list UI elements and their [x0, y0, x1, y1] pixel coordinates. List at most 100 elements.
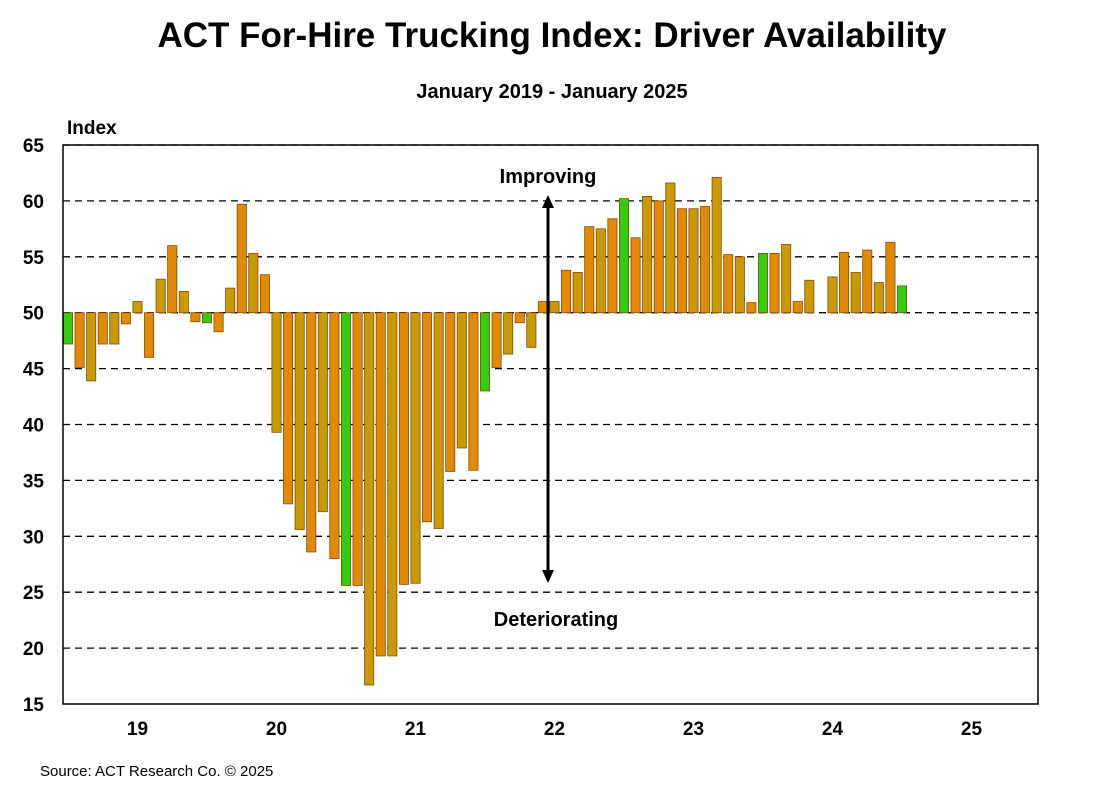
bar [619, 198, 630, 314]
bar [225, 287, 236, 314]
bar [746, 302, 757, 314]
bar [549, 301, 560, 314]
bar [584, 226, 595, 314]
bar [873, 282, 884, 314]
bar [711, 177, 722, 314]
bar [468, 312, 479, 471]
bar [642, 196, 653, 314]
y-tick-label: 35 [23, 471, 45, 492]
y-tick-label: 25 [23, 583, 45, 604]
bar [213, 312, 224, 333]
y-tick-label: 30 [23, 527, 44, 548]
bar [86, 312, 97, 382]
y-tick-label: 20 [23, 639, 44, 660]
bar [259, 274, 270, 314]
bar [595, 228, 606, 314]
y-axis-label: Index [67, 118, 117, 139]
chart-title: ACT For-Hire Trucking Index: Driver Avai… [158, 16, 948, 55]
y-tick-label: 65 [23, 136, 45, 157]
bar [839, 251, 850, 314]
bar [120, 312, 131, 325]
bar [607, 218, 618, 314]
x-tick-label: 19 [127, 719, 148, 740]
bar [340, 312, 351, 586]
bar [676, 208, 687, 314]
y-tick-label: 45 [23, 360, 45, 381]
bar [387, 312, 398, 657]
bar [723, 254, 734, 314]
arrow-down-head [542, 570, 554, 583]
bar [248, 253, 259, 314]
x-tick-label: 21 [405, 719, 427, 740]
bar [665, 182, 676, 314]
direction-arrow [542, 195, 554, 583]
bar [850, 272, 861, 314]
bar [132, 301, 143, 314]
chart-subtitle: January 2019 - January 2025 [416, 81, 687, 103]
x-tick-label: 24 [822, 719, 844, 740]
bar [491, 312, 502, 368]
bar [758, 253, 769, 314]
plot-frame [62, 144, 1039, 705]
x-tick-label: 25 [961, 719, 983, 740]
bar [144, 312, 155, 358]
bar [155, 278, 166, 314]
bar [201, 312, 212, 324]
y-tick-label: 60 [23, 192, 44, 213]
annotation-improving: Improving [500, 166, 597, 188]
bar [410, 312, 421, 584]
arrow-up-head [542, 195, 554, 208]
bar [398, 312, 409, 585]
bar [63, 312, 74, 345]
bar [109, 312, 120, 345]
bar [329, 312, 340, 560]
bar [781, 244, 792, 314]
bar [433, 312, 444, 529]
bar [190, 312, 201, 323]
bar [897, 285, 908, 314]
x-tick-label: 23 [683, 719, 704, 740]
bar [885, 241, 896, 314]
bar [630, 237, 641, 314]
bar [572, 272, 583, 314]
bar [317, 312, 328, 513]
bar [364, 312, 375, 686]
x-tick-label: 20 [266, 719, 287, 740]
bar [97, 312, 108, 345]
bar [456, 312, 467, 449]
bar [804, 279, 815, 314]
bar [74, 312, 85, 368]
bar [236, 203, 247, 314]
bar [283, 312, 294, 505]
bar [271, 312, 282, 433]
y-tick-label: 40 [23, 416, 44, 437]
bar [167, 245, 178, 314]
bar [306, 312, 317, 553]
bar [792, 301, 803, 314]
bar [479, 312, 490, 392]
bar [537, 301, 548, 314]
y-tick-label: 15 [23, 695, 45, 716]
y-tick-label: 55 [23, 248, 45, 269]
annotation-deteriorating: Deteriorating [494, 609, 618, 631]
bar [561, 269, 572, 314]
bar [862, 249, 873, 314]
bar [503, 312, 514, 355]
bar [700, 206, 711, 314]
bar [294, 312, 305, 530]
bar [734, 256, 745, 314]
bar [688, 208, 699, 314]
bar [769, 253, 780, 314]
x-tick-label: 22 [544, 719, 565, 740]
bar [422, 312, 433, 523]
source-note: Source: ACT Research Co. © 2025 [40, 763, 273, 780]
bar [827, 276, 838, 314]
bar [653, 200, 664, 314]
bar [178, 291, 189, 314]
bar [526, 312, 537, 348]
bar [445, 312, 456, 472]
bar [514, 312, 525, 324]
bar [352, 312, 363, 586]
bar [375, 312, 386, 657]
